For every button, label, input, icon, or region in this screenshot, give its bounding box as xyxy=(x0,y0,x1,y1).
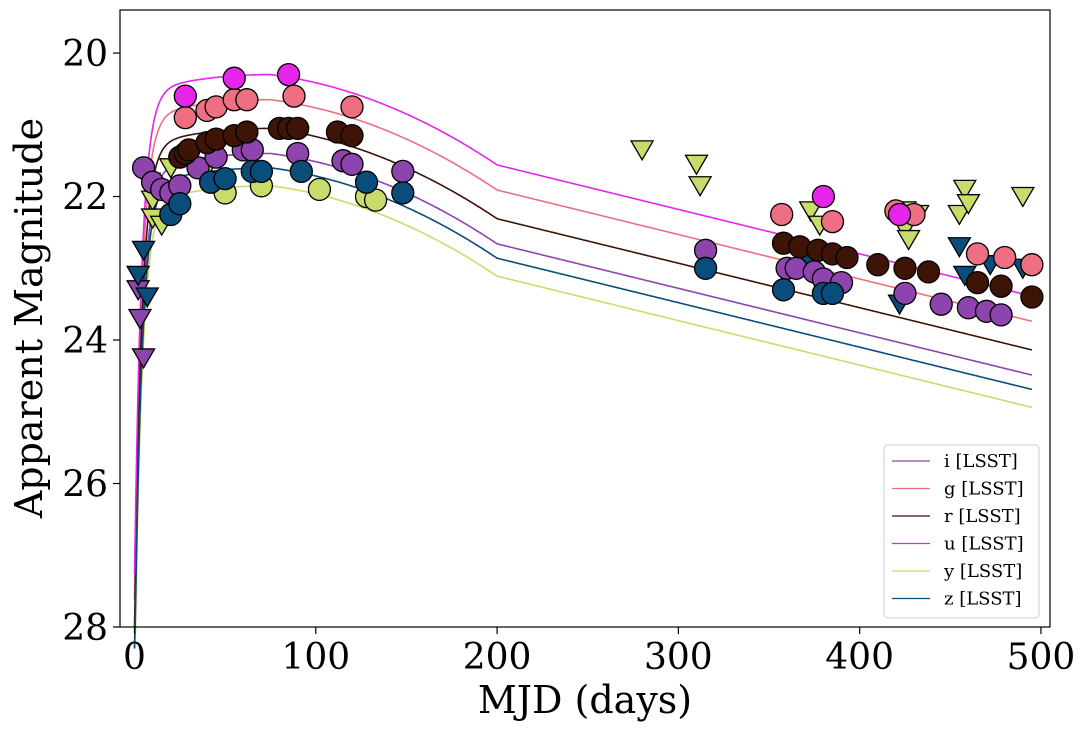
legend-entry: z [LSST] xyxy=(944,589,1022,610)
x-tick-label: 500 xyxy=(1007,637,1076,678)
data-point xyxy=(929,292,953,316)
data-point xyxy=(770,202,794,227)
data-point xyxy=(289,159,313,184)
upper-limit-marker xyxy=(131,348,156,370)
upper-limit-marker xyxy=(896,229,921,251)
upper-limit-marker xyxy=(687,176,713,197)
data-point xyxy=(391,159,415,184)
y-tick-label: 20 xyxy=(62,34,108,75)
model-curve-z xyxy=(133,167,1033,649)
model-curve-y xyxy=(133,185,1033,649)
data-point xyxy=(989,274,1013,298)
legend-entry: y [LSST] xyxy=(943,561,1022,582)
data-point xyxy=(173,84,197,108)
upper-limit-marker xyxy=(798,201,823,223)
data-point xyxy=(693,256,718,280)
data-point xyxy=(893,256,917,280)
data-point xyxy=(993,245,1017,270)
data-point xyxy=(965,242,990,266)
data-point xyxy=(835,245,859,270)
y-axis-ticks: 20 22 24 26 28 xyxy=(62,34,120,649)
data-point xyxy=(235,120,259,144)
x-axis-ticks: 0 100 200 300 400 500 xyxy=(123,627,1075,678)
upper-limit-marker xyxy=(629,140,655,162)
plot-frame xyxy=(119,9,1051,628)
data-point xyxy=(307,177,332,202)
x-tick-label: 200 xyxy=(463,637,532,678)
x-tick-label: 100 xyxy=(281,637,350,678)
data-point xyxy=(235,88,259,112)
data-point xyxy=(286,116,310,141)
data-point xyxy=(340,95,364,119)
y-tick-label: 22 xyxy=(62,178,108,219)
data-point xyxy=(893,281,917,306)
data-point xyxy=(916,260,941,284)
model-curve-i xyxy=(133,152,1033,649)
upper-limit-marker xyxy=(947,237,972,258)
data-point xyxy=(1020,285,1044,309)
data-point xyxy=(173,105,197,130)
data-point xyxy=(1020,253,1044,277)
data-point xyxy=(820,281,845,306)
data-point xyxy=(820,209,845,234)
data-point xyxy=(249,159,274,184)
upper-limit-marker xyxy=(947,204,972,226)
upper-limit-marker xyxy=(952,179,977,201)
detection-markers xyxy=(131,62,1044,327)
y-tick-label: 24 xyxy=(62,321,108,362)
upper-limit-marker xyxy=(125,265,151,287)
x-tick-label: 300 xyxy=(644,637,713,678)
data-point xyxy=(391,181,415,205)
data-point xyxy=(354,170,379,194)
legend-entry: g [LSST] xyxy=(944,479,1024,500)
upper-limit-marker xyxy=(127,308,153,330)
upper-limit-marker xyxy=(131,240,156,262)
data-point xyxy=(811,184,836,209)
legend-entry: u [LSST] xyxy=(944,534,1024,555)
data-point xyxy=(887,202,912,227)
legend: i [LSST] g [LSST] r [LSST] u [LSST] y [LSST]… xyxy=(883,444,1040,619)
data-point xyxy=(276,62,301,87)
legend-entry: i [LSST] xyxy=(944,451,1018,472)
data-point xyxy=(965,270,990,295)
legend-entry: r [LSST] xyxy=(944,506,1021,527)
y-tick-label: 26 xyxy=(62,465,108,506)
x-axis-label: MJD (days) xyxy=(478,678,692,722)
upper-limit-marker xyxy=(684,154,709,176)
data-point xyxy=(282,84,306,108)
data-point xyxy=(168,192,192,216)
y-axis-label: Apparent Magnitude xyxy=(7,118,51,519)
data-point xyxy=(866,253,890,277)
y-tick-label: 28 xyxy=(62,608,108,649)
data-point xyxy=(340,123,364,148)
upper-limit-marker xyxy=(956,194,981,215)
data-point xyxy=(771,278,796,302)
data-point xyxy=(222,66,246,90)
data-point xyxy=(340,152,364,176)
x-tick-label: 400 xyxy=(825,637,894,678)
x-tick-label: 0 xyxy=(123,637,146,678)
upper-limit-marker xyxy=(135,287,160,309)
data-point xyxy=(213,166,237,191)
data-point xyxy=(989,303,1013,327)
upper-limit-marker xyxy=(1010,186,1035,208)
